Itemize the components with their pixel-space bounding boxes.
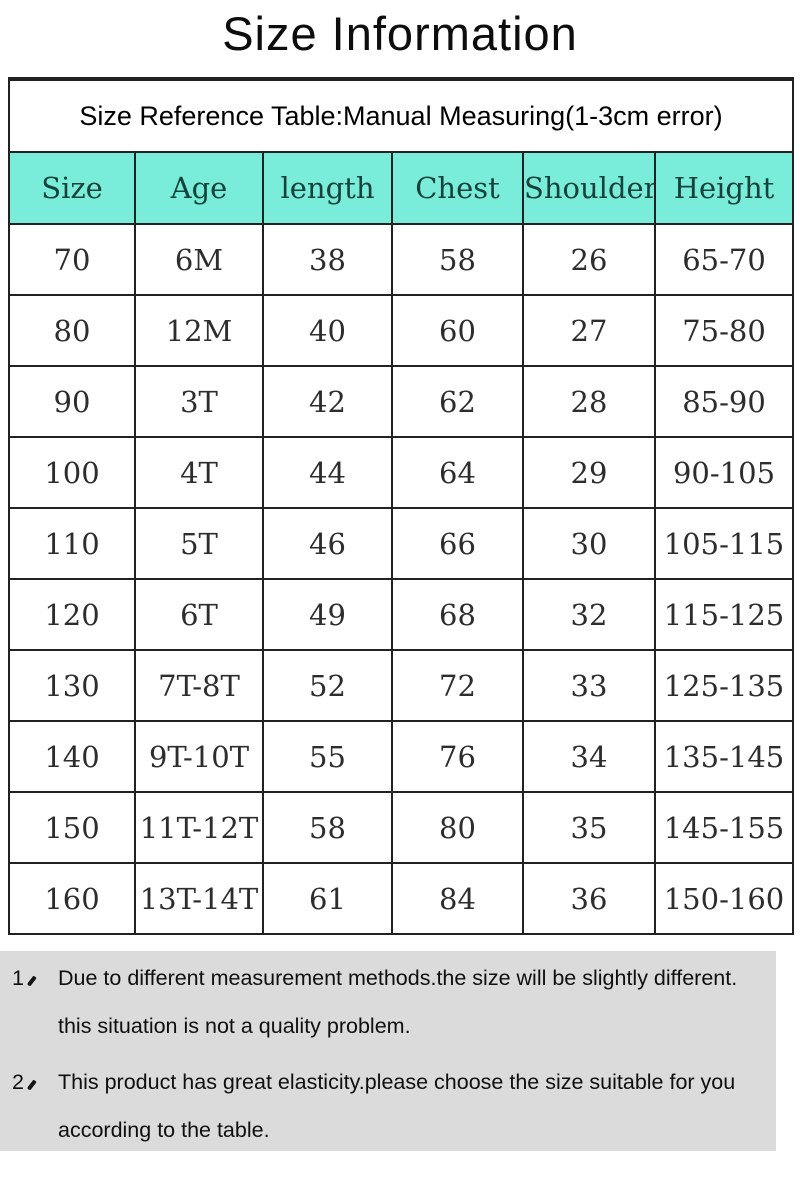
table-caption: Size Reference Table:Manual Measuring(1-… xyxy=(8,78,794,153)
table-cell: 150-160 xyxy=(654,862,794,935)
table-cell: 7T-8T xyxy=(134,649,264,722)
table-cell: 160 xyxy=(8,862,136,935)
column-header-shoulder: Shoulder xyxy=(522,151,656,225)
table-cell: 145-155 xyxy=(654,791,794,864)
table-cell: 85-90 xyxy=(654,365,794,438)
table-cell: 80 xyxy=(8,294,136,367)
table-cell: 36 xyxy=(522,862,656,935)
table-cell: 125-135 xyxy=(654,649,794,722)
table-cell: 29 xyxy=(522,436,656,509)
table-cell: 13T-14T xyxy=(134,862,264,935)
table-cell: 5T xyxy=(134,507,264,580)
table-cell: 4T xyxy=(134,436,264,509)
table-row: 120 6T 49 68 32 115-125 xyxy=(8,578,794,651)
table-row: 70 6M 38 58 26 65-70 xyxy=(8,223,794,296)
note-text: Due to different measurement methods.the… xyxy=(58,965,762,1039)
column-header-size: Size xyxy=(8,151,136,225)
table-cell: 55 xyxy=(262,720,393,793)
table-cell: 68 xyxy=(391,578,524,651)
table-cell: 65-70 xyxy=(654,223,794,296)
notes-section: 1 Due to different measurement methods.t… xyxy=(0,951,776,1151)
table-cell: 90 xyxy=(8,365,136,438)
column-header-age: Age xyxy=(134,151,264,225)
table-cell: 30 xyxy=(522,507,656,580)
table-cell: 75-80 xyxy=(654,294,794,367)
table-cell: 70 xyxy=(8,223,136,296)
table-cell: 135-145 xyxy=(654,720,794,793)
table-cell: 64 xyxy=(391,436,524,509)
table-cell: 52 xyxy=(262,649,393,722)
note-line: This product has great elasticity.please… xyxy=(58,1070,736,1094)
table-cell: 115-125 xyxy=(654,578,794,651)
table-row: 100 4T 44 64 29 90-105 xyxy=(8,436,794,509)
table-cell: 33 xyxy=(522,649,656,722)
table-cell: 6T xyxy=(134,578,264,651)
table-cell: 49 xyxy=(262,578,393,651)
table-cell: 58 xyxy=(262,791,393,864)
table-header-row: Size Age length Chest Shoulder Height xyxy=(8,151,794,225)
table-cell: 9T-10T xyxy=(134,720,264,793)
size-information-page: Size Information Size Reference Table:Ma… xyxy=(0,6,800,1151)
note-line: Due to different measurement methods.the… xyxy=(58,966,738,990)
table-cell: 150 xyxy=(8,791,136,864)
column-header-length: length xyxy=(262,151,393,225)
table-cell: 12M xyxy=(134,294,264,367)
table-row: 150 11T-12T 58 80 35 145-155 xyxy=(8,791,794,864)
table-row: 140 9T-10T 55 76 34 135-145 xyxy=(8,720,794,793)
table-cell: 38 xyxy=(262,223,393,296)
table-cell: 32 xyxy=(522,578,656,651)
table-row: 160 13T-14T 61 84 36 150-160 xyxy=(8,862,794,935)
table-cell: 105-115 xyxy=(654,507,794,580)
table-cell: 3T xyxy=(134,365,264,438)
note-line: according to the table. xyxy=(58,1118,270,1142)
table-cell: 60 xyxy=(391,294,524,367)
table-cell: 72 xyxy=(391,649,524,722)
table-cell: 6M xyxy=(134,223,264,296)
table-cell: 34 xyxy=(522,720,656,793)
table-row: 130 7T-8T 52 72 33 125-135 xyxy=(8,649,794,722)
table-cell: 110 xyxy=(8,507,136,580)
column-header-chest: Chest xyxy=(391,151,524,225)
table-caption-row: Size Reference Table:Manual Measuring(1-… xyxy=(8,78,794,153)
page-title: Size Information xyxy=(222,7,578,60)
table-row: 80 12M 40 60 27 75-80 xyxy=(8,294,794,367)
table-row: 110 5T 46 66 30 105-115 xyxy=(8,507,794,580)
table-cell: 58 xyxy=(391,223,524,296)
ideographic-comma xyxy=(26,975,37,987)
table-cell: 11T-12T xyxy=(134,791,264,864)
note-item-2: 2 This product has great elasticity.plea… xyxy=(12,1069,762,1143)
column-header-height: Height xyxy=(654,151,794,225)
note-text: This product has great elasticity.please… xyxy=(58,1069,762,1143)
note-item-1: 1 Due to different measurement methods.t… xyxy=(12,965,762,1039)
table-cell: 62 xyxy=(391,365,524,438)
table-cell: 130 xyxy=(8,649,136,722)
table-cell: 80 xyxy=(391,791,524,864)
table-cell: 140 xyxy=(8,720,136,793)
table-cell: 76 xyxy=(391,720,524,793)
table-cell: 35 xyxy=(522,791,656,864)
table-cell: 40 xyxy=(262,294,393,367)
table-cell: 61 xyxy=(262,862,393,935)
note-line: this situation is not a quality problem. xyxy=(58,1014,411,1038)
table-cell: 27 xyxy=(522,294,656,367)
table-cell: 26 xyxy=(522,223,656,296)
table-row: 90 3T 42 62 28 85-90 xyxy=(8,365,794,438)
table-cell: 28 xyxy=(522,365,656,438)
table-cell: 46 xyxy=(262,507,393,580)
table-cell: 84 xyxy=(391,862,524,935)
table-cell: 66 xyxy=(391,507,524,580)
table-cell: 42 xyxy=(262,365,393,438)
table-cell: 100 xyxy=(8,436,136,509)
table-cell: 90-105 xyxy=(654,436,794,509)
note-number: 2 xyxy=(12,1069,58,1095)
note-number: 1 xyxy=(12,965,58,991)
table-cell: 44 xyxy=(262,436,393,509)
table-cell: 120 xyxy=(8,578,136,651)
size-reference-table: Size Reference Table:Manual Measuring(1-… xyxy=(8,77,794,935)
ideographic-comma xyxy=(26,1079,37,1091)
